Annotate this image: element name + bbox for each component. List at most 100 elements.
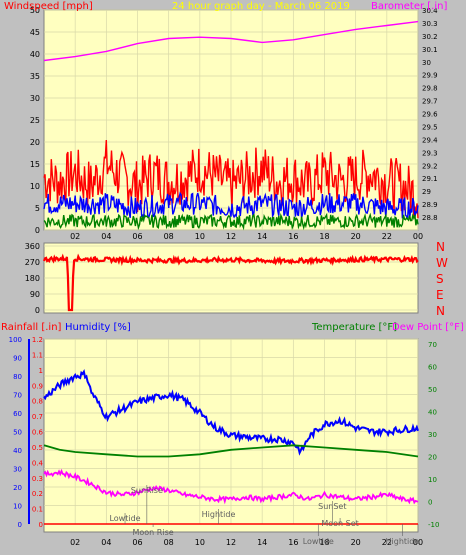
windspeed-tick-label: 40 (30, 50, 40, 59)
windspeed-tick-label: 45 (30, 28, 40, 37)
rainfall-tick-label: 0.3 (32, 475, 43, 483)
barometer-tick-label: 29 (422, 188, 431, 196)
astronomy-tide-annotations: SunRise Lowtide Moon Rise Hightide SunSet Moo… (109, 485, 419, 546)
direction-tick-label: 270 (25, 258, 40, 267)
barometer-tick-label: 30.1 (422, 46, 438, 54)
temperature-line (43, 444, 419, 458)
rainfall-tick-label: 0.1 (32, 506, 43, 514)
humidity-temperature-series (43, 368, 419, 525)
x-tick-label: 16 (288, 232, 298, 241)
barometer-tick-label: 30.4 (422, 7, 438, 15)
humidity-tick-label: 50 (13, 429, 22, 437)
wind-barometer-ticks: 0 5 10 15 20 25 30 35 40 45 50 28.8 28.9 29 29.1 29.2 29… (30, 6, 438, 241)
x-tick-label: 20 (351, 232, 361, 241)
temperature-axis-label: Temperature [°F] (311, 322, 397, 333)
windspeed-tick-label: 15 (30, 160, 40, 169)
wind-direction-line (42, 253, 419, 312)
x-tick-label: 00 (413, 232, 423, 241)
humidity-tick-label: 30 (13, 466, 22, 474)
humidity-tick-label: 90 (13, 355, 22, 363)
rainfall-tick-label: 0.8 (32, 398, 43, 406)
windspeed-tick-label: 35 (30, 72, 40, 81)
barometer-axis-label: Barometer [.in] (371, 1, 447, 12)
temperature-tick-label: 40 (428, 409, 437, 417)
temperature-tick-label: 60 (428, 364, 437, 372)
x-tick-label: 14 (257, 232, 267, 241)
windspeed-tick-label: 10 (30, 182, 40, 191)
temperature-tick-label: 30 (428, 431, 437, 439)
x-tick-label: 20 (351, 538, 361, 547)
rainfall-tick-label: 1 (39, 367, 43, 375)
x-tick-label: 02 (70, 232, 80, 241)
x-tick-label: 16 (288, 538, 298, 547)
rainfall-tick-label: 0 (39, 521, 43, 529)
windspeed-tick-label: 50 (30, 6, 40, 15)
compass-label: S (436, 272, 444, 286)
windspeed-tick-label: 20 (30, 138, 40, 147)
humidity-line (43, 368, 419, 456)
x-tick-label: 18 (319, 232, 329, 241)
hightide-label: Hightide (202, 510, 236, 519)
windspeed-tick-label: 5 (35, 204, 40, 213)
chart-title: 24 hour graph day - March 06 2019 (172, 1, 350, 12)
hightide2-label: Hightide (386, 537, 420, 546)
dew-point-axis-label: Dew Point [°F] (392, 322, 464, 333)
barometer-tick-label: 29.2 (422, 162, 438, 170)
humidity-tick-label: 60 (13, 410, 22, 418)
rainfall-tick-label: 0.9 (32, 382, 43, 390)
wind-direction-series (42, 253, 419, 312)
barometer-tick-label: 29.6 (422, 111, 438, 119)
x-tick-label: 14 (257, 538, 267, 547)
rainfall-tick-label: 1.1 (32, 351, 43, 359)
wind-speed-line (43, 139, 419, 219)
rainfall-axis-label: Rainfall [.in] (1, 322, 62, 333)
humidity-axis-label: Humidity [%] (65, 322, 131, 333)
direction-tick-label: 360 (25, 242, 40, 251)
humidity-tick-label: 100 (9, 336, 22, 344)
compass-label: N (436, 304, 445, 318)
direction-tick-label: 90 (30, 290, 40, 299)
barometer-tick-label: 29.9 (422, 72, 438, 80)
compass-label: E (436, 288, 444, 302)
humidity-temperature-ticks: 010203040506070809010000.10.20.30.40.50.… (9, 336, 440, 547)
barometer-tick-label: 29.8 (422, 85, 438, 93)
barometer-tick-label: 29.4 (422, 136, 438, 144)
rainfall-tick-label: 1.2 (32, 336, 43, 344)
wind-low-line (43, 212, 419, 231)
dew-point-line (43, 468, 419, 505)
humidity-tick-label: 70 (13, 392, 22, 400)
x-tick-label: 04 (101, 232, 111, 241)
windspeed-tick-label: 30 (30, 94, 40, 103)
x-tick-label: 08 (164, 232, 174, 241)
wind-avg-line (43, 191, 419, 219)
x-tick-label: 06 (132, 538, 142, 547)
sunrise-label: SunRise (131, 486, 163, 495)
barometer-tick-label: 30.2 (422, 33, 438, 41)
lowtide2-label: Lowtide (303, 537, 334, 546)
rainfall-tick-label: 0.6 (32, 429, 44, 437)
x-tick-label: 08 (164, 538, 174, 547)
temperature-tick-label: 10 (428, 476, 437, 484)
x-tick-label: 12 (226, 232, 236, 241)
rainfall-tick-label: 0.2 (32, 490, 43, 498)
barometer-tick-label: 28.9 (422, 201, 438, 209)
moonrise-label: Moon Rise (132, 528, 173, 537)
barometer-tick-label: 29.5 (422, 123, 438, 131)
temperature-tick-label: 70 (428, 341, 437, 349)
wind-direction-grid (44, 245, 418, 311)
direction-tick-label: 0 (35, 306, 40, 315)
barometer-tick-label: 30.3 (422, 20, 438, 28)
barometer-tick-label: 29.1 (422, 175, 438, 183)
humidity-tick-label: 10 (13, 503, 22, 511)
windspeed-axis-label: Windspeed [mph] (4, 1, 93, 12)
rainfall-tick-label: 0.5 (32, 444, 43, 452)
x-tick-label: 12 (226, 538, 236, 547)
barometer-line (43, 20, 419, 62)
barometer-tick-label: 29.7 (422, 98, 438, 106)
barometer-tick-label: 28.8 (422, 214, 438, 222)
temperature-tick-label: 50 (428, 386, 437, 394)
compass-label: N (436, 240, 445, 254)
humidity-tick-label: 40 (13, 447, 22, 455)
